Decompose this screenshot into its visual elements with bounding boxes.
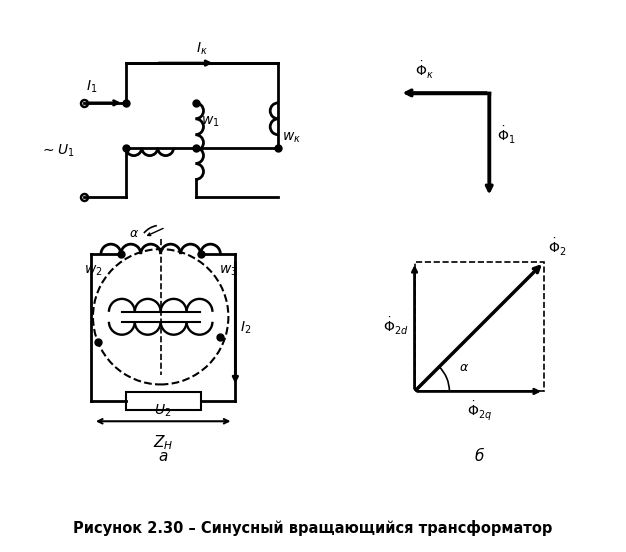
Text: $\dot{\Phi}_{2q}$: $\dot{\Phi}_{2q}$ [467, 400, 492, 422]
Text: $\dot{\Phi}_2$: $\dot{\Phi}_2$ [548, 237, 567, 258]
Text: $\alpha$: $\alpha$ [129, 227, 139, 240]
Text: $I_1$: $I_1$ [86, 78, 98, 95]
Text: a: a [158, 449, 168, 464]
Text: $\dot{\Phi}_1$: $\dot{\Phi}_1$ [497, 125, 515, 146]
Text: $w_3$: $w_3$ [219, 264, 238, 278]
Text: б: б [475, 449, 484, 464]
Text: $U_2$: $U_2$ [155, 403, 172, 420]
Bar [126, 392, 200, 410]
Text: $w_1$: $w_1$ [200, 115, 219, 129]
Text: $w_\kappa$: $w_\kappa$ [282, 131, 301, 145]
Text: $Z_H$: $Z_H$ [153, 433, 173, 452]
Text: $\sim U_1$: $\sim U_1$ [39, 142, 74, 159]
Text: $w_2$: $w_2$ [84, 264, 102, 278]
Text: $\dot{\Phi}_{2d}$: $\dot{\Phi}_{2d}$ [383, 316, 409, 337]
Text: $I_2$: $I_2$ [240, 320, 252, 336]
Bar [414, 262, 544, 391]
Text: $\alpha$: $\alpha$ [459, 360, 470, 374]
Text: $\dot{\Phi}_\kappa$: $\dot{\Phi}_\kappa$ [414, 60, 433, 81]
Text: Рисунок 2.30 – Синусный вращающийся трансформатор: Рисунок 2.30 – Синусный вращающийся тран… [73, 519, 553, 535]
Text: $I_\kappa$: $I_\kappa$ [195, 41, 207, 57]
